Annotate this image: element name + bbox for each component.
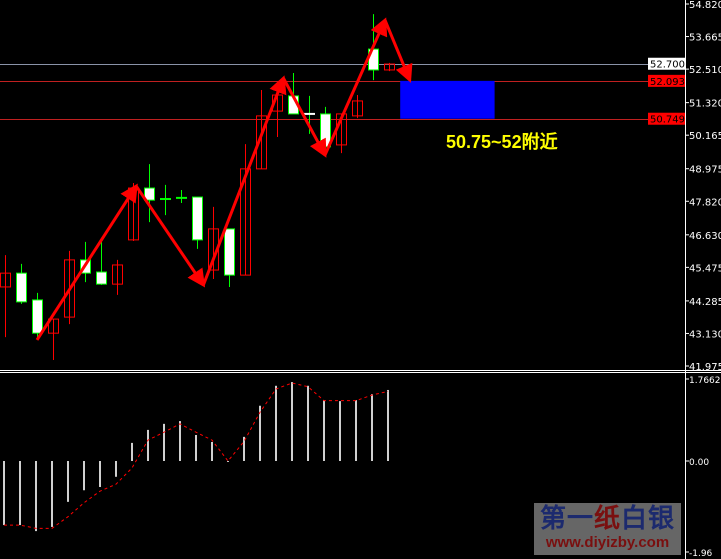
watermark-logo: 第一纸白银 www.diyizby.com (534, 503, 681, 555)
zigzag-arrow (323, 17, 388, 156)
price-tick-label: 53.665 (689, 33, 721, 44)
candle-body (144, 187, 155, 201)
price-tick-label: 44.285 (689, 297, 721, 308)
candle-body (96, 271, 107, 285)
zigzag-arrow (202, 75, 287, 286)
price-marker-badge (648, 57, 685, 70)
candle (256, 89, 267, 170)
candle (320, 106, 331, 148)
zigzag-arrow (35, 183, 138, 341)
candle (96, 237, 107, 285)
candle-body (256, 115, 267, 170)
target-zone-box (400, 80, 495, 119)
price-marker-label: 50.749 (650, 115, 685, 126)
candle (144, 164, 155, 223)
candle (112, 259, 123, 295)
price-tick-label: 50.165 (689, 131, 721, 142)
price-tick-label: 51.320 (689, 99, 721, 110)
indicator-tick-label: 0.00 (689, 458, 709, 468)
price-tick-label: 54.820 (689, 0, 721, 11)
candle (352, 95, 363, 119)
watermark-text: 白银 (621, 504, 676, 534)
price-tick-label: 52.510 (689, 65, 721, 76)
candle (240, 144, 251, 276)
price-marker-badge (648, 74, 685, 87)
candle-body (352, 100, 363, 117)
candle (176, 190, 187, 203)
candle-body (16, 272, 27, 303)
watermark-url: www.diyizby.com (545, 534, 670, 551)
candle (224, 228, 235, 287)
price-tick-label: 45.475 (689, 263, 721, 274)
indicator-tick-label: 1.7662 (689, 376, 721, 386)
candle-body (384, 63, 395, 71)
signal-line (4, 382, 389, 529)
price-marker-label: 52.093 (650, 77, 685, 88)
candle-body (240, 168, 251, 276)
zigzag-arrow (134, 185, 206, 288)
candle (48, 318, 59, 360)
price-tick-label: 41.975 (689, 362, 721, 373)
candle (16, 263, 27, 304)
candle-body (320, 113, 331, 148)
price-marker-badge (648, 112, 685, 125)
candle (384, 62, 395, 72)
price-tick-label: 48.975 (689, 165, 721, 176)
price-tick-label: 47.820 (689, 197, 721, 208)
watermark-text: 纸 (593, 504, 621, 534)
zigzag-arrow (282, 77, 327, 158)
watermark-text: 第一 (539, 504, 594, 534)
candle-body (224, 228, 235, 276)
candle (32, 292, 43, 338)
candle-body (64, 259, 75, 318)
candle-body (48, 318, 59, 334)
candle (0, 255, 11, 338)
target-zone-annotation: 50.75~52附近 (446, 132, 558, 152)
price-tick-label: 46.630 (689, 231, 721, 242)
price-tick-label: 43.130 (689, 329, 721, 340)
zigzag-arrow (383, 19, 413, 83)
candle-body (32, 299, 43, 334)
candle-body (192, 196, 203, 241)
candle-body (112, 264, 123, 285)
candle (192, 196, 203, 249)
candle (160, 184, 171, 216)
price-marker-label: 52.700 (650, 60, 685, 71)
candle-body (0, 272, 11, 288)
indicator-tick-label: -1.96 (689, 549, 713, 559)
